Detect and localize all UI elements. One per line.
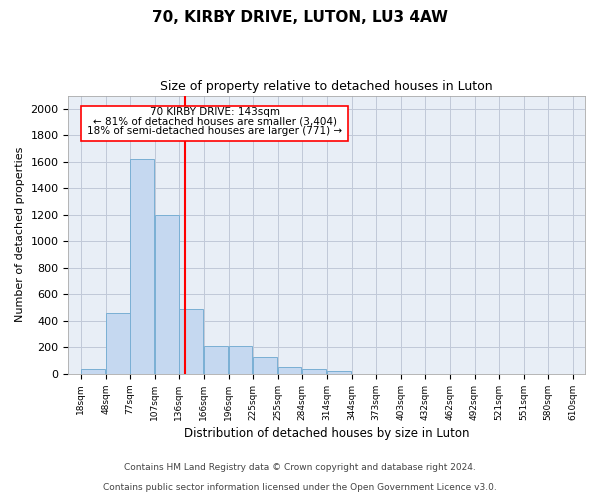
X-axis label: Distribution of detached houses by size in Luton: Distribution of detached houses by size … (184, 427, 469, 440)
Text: 70, KIRBY DRIVE, LUTON, LU3 4AW: 70, KIRBY DRIVE, LUTON, LU3 4AW (152, 10, 448, 25)
Bar (81, 368, 106, 374)
Bar (204, 346, 229, 374)
Text: 18% of semi-detached houses are larger (771) →: 18% of semi-detached houses are larger (… (87, 126, 342, 136)
Bar (278, 368, 301, 374)
Bar (106, 313, 130, 374)
Bar (130, 159, 154, 374)
Text: Contains HM Land Registry data © Crown copyright and database right 2024.: Contains HM Land Registry data © Crown c… (124, 464, 476, 472)
Bar (253, 358, 277, 374)
Bar (327, 370, 351, 374)
Text: Contains public sector information licensed under the Open Government Licence v3: Contains public sector information licen… (103, 484, 497, 492)
Bar (302, 368, 326, 374)
Text: 70 KIRBY DRIVE: 143sqm: 70 KIRBY DRIVE: 143sqm (149, 108, 280, 118)
FancyBboxPatch shape (81, 106, 348, 140)
Bar (179, 309, 203, 374)
Y-axis label: Number of detached properties: Number of detached properties (15, 147, 25, 322)
Title: Size of property relative to detached houses in Luton: Size of property relative to detached ho… (160, 80, 493, 93)
Bar (229, 346, 253, 374)
Text: ← 81% of detached houses are smaller (3,404): ← 81% of detached houses are smaller (3,… (92, 117, 337, 127)
Bar (155, 215, 179, 374)
